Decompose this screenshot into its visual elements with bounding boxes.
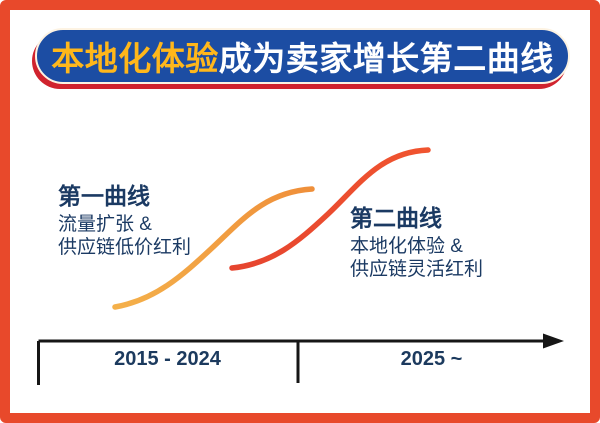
second-curve-sub1: 本地化体验 & (350, 236, 463, 257)
first-curve-heading: 第一曲线 (58, 183, 150, 209)
second-curve-label: 第二曲线 本地化体验 & 供应链灵活红利 (350, 204, 483, 281)
timeline-axis (37, 339, 547, 385)
title-banner: 本地化体验 成为卖家增长第二曲线 (35, 28, 570, 84)
first-curve-line (112, 186, 315, 310)
second-curve-sub2: 供应链灵活红利 (350, 259, 484, 280)
first-curve-sub1: 流量扩张 & (58, 214, 152, 235)
second-curve-heading: 第二曲线 (350, 205, 442, 231)
axis-arrowhead-icon (543, 333, 564, 349)
title-rest-text: 成为卖家增长第二曲线 (218, 40, 554, 77)
second-curve-line (229, 147, 431, 271)
first-curve-sub2: 供应链低价红利 (58, 237, 192, 258)
title-highlight-text: 本地化体验 (51, 40, 219, 77)
axis-period-1-label: 2015 - 2024 (114, 348, 221, 370)
first-curve-label: 第一曲线 流量扩张 & 供应链低价红利 (58, 182, 191, 259)
axis-period-2-label: 2025 ~ (400, 348, 463, 370)
